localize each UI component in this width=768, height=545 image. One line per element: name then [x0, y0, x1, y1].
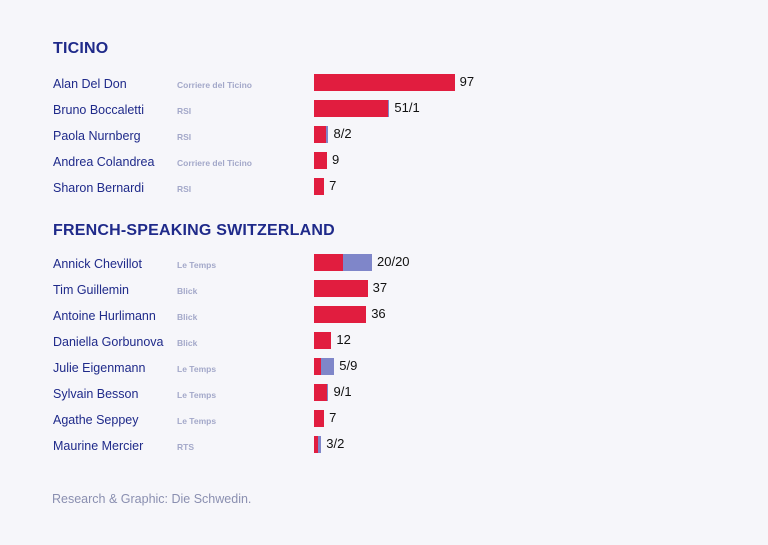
- section-title: TICINO: [53, 40, 109, 57]
- bar-value-label: 5/9: [339, 358, 358, 373]
- outlet-label: Corriere del Ticino: [177, 80, 252, 90]
- section-title: FRENCH-SPEAKING SWITZERLAND: [53, 222, 335, 239]
- bar-primary: [314, 178, 325, 195]
- bar-secondary: [327, 384, 329, 401]
- bar-value-label: 37: [372, 280, 388, 295]
- bar-value-label: 3/2: [326, 436, 345, 451]
- chart-row: Annick Chevillot Le Temps 20/20: [0, 254, 768, 274]
- outlet-label: RSI: [177, 106, 192, 116]
- outlet-label: RTS: [177, 442, 194, 452]
- outlet-label: Le Temps: [177, 364, 217, 374]
- bar-value-label: 20/20: [377, 254, 410, 269]
- chart-row: Julie Eigenmann Le Temps 5/9: [0, 358, 768, 378]
- bar-primary: [314, 100, 388, 117]
- bar-secondary: [318, 436, 322, 453]
- chart-row: Sharon Bernardi RSI 7: [0, 178, 768, 198]
- bar-value-label: 97: [459, 74, 475, 89]
- journalist-name: Bruno Boccaletti: [53, 103, 145, 117]
- bar-primary: [314, 384, 328, 401]
- journalist-name: Alan Del Don: [53, 77, 127, 91]
- bar-secondary: [387, 100, 390, 117]
- chart-row: Paola Nurnberg RSI 8/2: [0, 126, 768, 146]
- journalist-name: Tim Guillemin: [53, 283, 129, 297]
- journalist-name: Agathe Seppey: [53, 413, 139, 427]
- journalist-name: Annick Chevillot: [53, 257, 142, 271]
- bar-primary: [314, 280, 368, 297]
- outlet-label: RSI: [177, 132, 192, 142]
- journalist-name: Sylvain Besson: [53, 387, 139, 401]
- journalist-name: Julie Eigenmann: [53, 361, 146, 375]
- journalist-name: Paola Nurnberg: [53, 129, 141, 143]
- bar-value-label: 8/2: [333, 126, 352, 141]
- bar-value-label: 51/1: [394, 100, 420, 115]
- bar-primary: [314, 152, 328, 169]
- outlet-label: Le Temps: [177, 416, 217, 426]
- bar-value-label: 9/1: [333, 384, 352, 399]
- outlet-label: Blick: [177, 338, 198, 348]
- bar-value-label: 7: [329, 178, 337, 193]
- bar-primary: [314, 254, 343, 271]
- bar-primary: [314, 306, 367, 323]
- source-credit: Research & Graphic: Die Schwedin.: [52, 492, 252, 506]
- outlet-label: RSI: [177, 184, 192, 194]
- journalist-name: Sharon Bernardi: [53, 181, 145, 195]
- outlet-label: Le Temps: [177, 390, 217, 400]
- outlet-label: Blick: [177, 286, 198, 296]
- outlet-label: Corriere del Ticino: [177, 158, 252, 168]
- chart-row: Agathe Seppey Le Temps 7: [0, 410, 768, 430]
- chart-row: Daniella Gorbunova Blick 12: [0, 332, 768, 352]
- chart-row: Antoine Hurlimann Blick 36: [0, 306, 768, 326]
- journalist-name: Daniella Gorbunova: [53, 335, 164, 349]
- chart-row: Bruno Boccaletti RSI 51/1: [0, 100, 768, 120]
- chart-row: Maurine Mercier RTS 3/2: [0, 436, 768, 456]
- bar-secondary: [325, 126, 329, 143]
- bar-primary: [314, 410, 325, 427]
- chart-row: Alan Del Don Corriere del Ticino 97: [0, 74, 768, 94]
- bar-primary: [314, 332, 332, 349]
- chart-row: Sylvain Besson Le Temps 9/1: [0, 384, 768, 404]
- chart-row: Tim Guillemin Blick 37: [0, 280, 768, 300]
- bar-value-label: 36: [371, 306, 386, 321]
- bar-value-label: 12: [336, 332, 351, 347]
- bar-secondary: [343, 254, 372, 271]
- outlet-label: Le Temps: [177, 260, 217, 270]
- bar-value-label: 9: [332, 152, 340, 167]
- journalist-name: Maurine Mercier: [53, 439, 144, 453]
- outlet-label: Blick: [177, 312, 198, 322]
- chart-row: Andrea Colandrea Corriere del Ticino 9: [0, 152, 768, 172]
- bar-primary: [314, 126, 326, 143]
- bar-primary: [314, 74, 455, 91]
- journalist-name: Antoine Hurlimann: [53, 309, 156, 323]
- bar-value-label: 7: [329, 410, 337, 425]
- bar-secondary: [321, 358, 335, 375]
- bar-primary: [314, 358, 322, 375]
- bar-primary: [314, 436, 319, 453]
- journalist-name: Andrea Colandrea: [53, 155, 155, 169]
